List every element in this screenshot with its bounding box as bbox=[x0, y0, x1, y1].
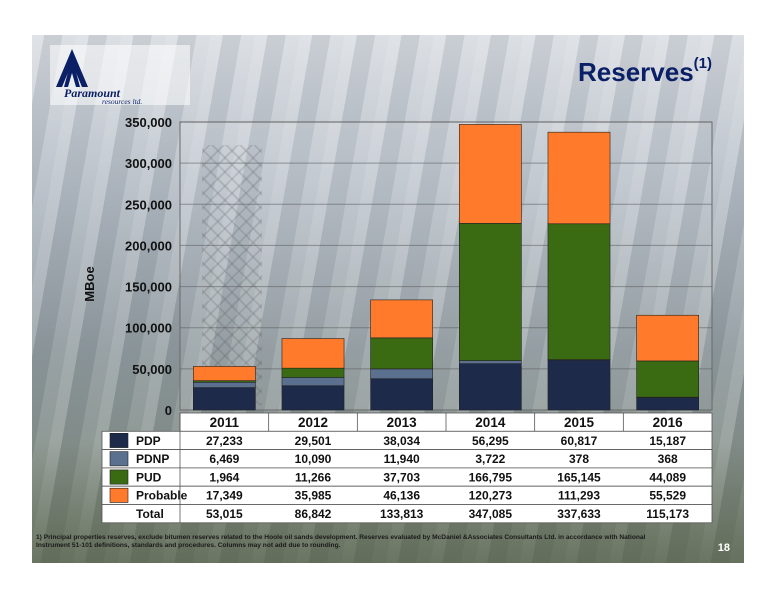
bar-pdnp-2014 bbox=[458, 360, 522, 364]
data-label: 166,795 bbox=[469, 470, 513, 484]
bar-pud-2015 bbox=[547, 223, 611, 360]
legend-swatch-pdnp bbox=[109, 451, 129, 467]
slide: Paramount resources ltd. Reserves(1) 0 50… bbox=[32, 35, 744, 563]
bar-probable-2011 bbox=[193, 366, 256, 381]
y-tick-label: 0 bbox=[165, 403, 172, 418]
data-label: 38,034 bbox=[383, 434, 420, 448]
bar-pud-2013 bbox=[370, 337, 433, 370]
slide-title: Reserves(1) bbox=[578, 55, 712, 88]
bar-pdp-2016 bbox=[636, 397, 700, 411]
background-rig bbox=[202, 145, 262, 405]
legend-swatch-pud bbox=[109, 469, 129, 485]
footnote-line-1: 1) Principal properties reserves, exclud… bbox=[36, 534, 646, 541]
logo-sub: resources ltd. bbox=[102, 97, 142, 105]
data-label: 60,817 bbox=[561, 434, 598, 448]
data-label: 133,813 bbox=[380, 507, 424, 521]
x-tick-label: 2015 bbox=[564, 415, 595, 430]
legend-swatch-pdp bbox=[109, 432, 129, 448]
data-label: 368 bbox=[658, 452, 678, 466]
footnote-line-2: Instrument 51-101 definitions, standards… bbox=[36, 542, 341, 549]
bar-probable-2012 bbox=[281, 338, 345, 369]
bar-pdp-2011 bbox=[193, 387, 256, 411]
bar-pdnp-2011 bbox=[193, 381, 256, 388]
data-label: 35,985 bbox=[295, 489, 332, 503]
data-label: 17,349 bbox=[206, 489, 243, 503]
bar-probable-2013 bbox=[370, 299, 433, 339]
y-axis-label: MBoe bbox=[82, 266, 97, 301]
bars bbox=[193, 124, 700, 411]
data-label: 3,722 bbox=[475, 452, 505, 466]
data-label: 10,090 bbox=[295, 452, 332, 466]
y-tick-label: 300,000 bbox=[125, 156, 172, 171]
bar-pud-2012 bbox=[281, 367, 345, 378]
data-label: 6,469 bbox=[209, 452, 239, 466]
bar-pdnp-2012 bbox=[281, 377, 345, 387]
x-tick-label: 2012 bbox=[298, 415, 328, 430]
bar-pdnp-2013 bbox=[370, 368, 433, 380]
data-label: 15,187 bbox=[649, 434, 686, 448]
legend-label: PUD bbox=[136, 470, 162, 484]
data-label: 27,233 bbox=[206, 434, 243, 448]
x-tick-label: 2013 bbox=[387, 415, 418, 430]
data-label: 165,145 bbox=[557, 470, 601, 484]
logo-name: Paramount bbox=[64, 86, 121, 100]
page-number: 18 bbox=[717, 542, 730, 554]
bar-pud-2016 bbox=[636, 360, 700, 398]
x-tick-label: 2014 bbox=[475, 415, 506, 430]
bar-pdp-2014 bbox=[458, 363, 522, 411]
company-logo: Paramount resources ltd. bbox=[50, 45, 190, 105]
data-label: 56,295 bbox=[472, 434, 509, 448]
bar-pdp-2013 bbox=[370, 378, 433, 411]
y-tick-label: 250,000 bbox=[125, 197, 172, 212]
footnote: 1) Principal properties reserves, exclud… bbox=[36, 534, 716, 550]
bar-pud-2014 bbox=[458, 223, 522, 361]
legend-label: PDP bbox=[136, 434, 161, 448]
plot-area bbox=[179, 121, 713, 411]
bar-pdp-2015 bbox=[547, 359, 611, 411]
legend-label: PDNP bbox=[136, 452, 169, 466]
legend-label: Total bbox=[136, 507, 164, 521]
slide-title-sup: (1) bbox=[693, 55, 712, 72]
logo-mark-inner bbox=[64, 57, 80, 87]
table-row bbox=[101, 504, 713, 524]
data-table: 2011 2012 2013 2014 2015 2016 PDP 27,233 29,501 3… bbox=[101, 412, 713, 524]
data-label: 46,136 bbox=[383, 489, 420, 503]
y-tick-label: 100,000 bbox=[125, 321, 172, 336]
legend-swatch-probable bbox=[109, 487, 129, 503]
data-label: 37,703 bbox=[383, 470, 420, 484]
grid bbox=[180, 121, 712, 370]
data-label: 111,293 bbox=[558, 489, 600, 503]
y-tick-label: 350,000 bbox=[125, 115, 172, 130]
data-label: 337,633 bbox=[557, 507, 601, 521]
bar-pdp-2012 bbox=[281, 385, 345, 411]
reserves-chart: 0 50,000 100,000 150,000 200,000 250,000 300,0… bbox=[82, 115, 713, 524]
data-label: 53,015 bbox=[206, 507, 243, 521]
y-tick-label: 50,000 bbox=[132, 362, 172, 377]
logo-mark bbox=[56, 49, 88, 87]
bar-probable-2016 bbox=[636, 314, 700, 362]
y-axis: 0 50,000 100,000 150,000 200,000 250,000 300,0… bbox=[125, 115, 172, 418]
bar-probable-2014 bbox=[458, 124, 522, 224]
data-label: 120,273 bbox=[469, 489, 513, 503]
legend-label: Probable bbox=[136, 489, 188, 503]
data-label: 347,085 bbox=[469, 507, 513, 521]
slide-title-text: Reserves bbox=[578, 57, 694, 87]
x-tick-label: 2016 bbox=[653, 415, 684, 430]
y-tick-label: 150,000 bbox=[125, 280, 172, 295]
data-label: 1,964 bbox=[209, 470, 239, 484]
bar-probable-2015 bbox=[547, 131, 611, 225]
x-tick-label: 2011 bbox=[210, 415, 240, 430]
data-label: 29,501 bbox=[295, 434, 332, 448]
data-label: 11,940 bbox=[384, 452, 420, 466]
y-tick-label: 200,000 bbox=[125, 238, 172, 253]
data-label: 11,266 bbox=[295, 470, 331, 484]
data-label: 86,842 bbox=[295, 507, 332, 521]
data-label: 44,089 bbox=[649, 470, 686, 484]
data-label: 378 bbox=[569, 452, 589, 466]
data-label: 55,529 bbox=[649, 489, 686, 503]
data-label: 115,173 bbox=[646, 507, 689, 521]
